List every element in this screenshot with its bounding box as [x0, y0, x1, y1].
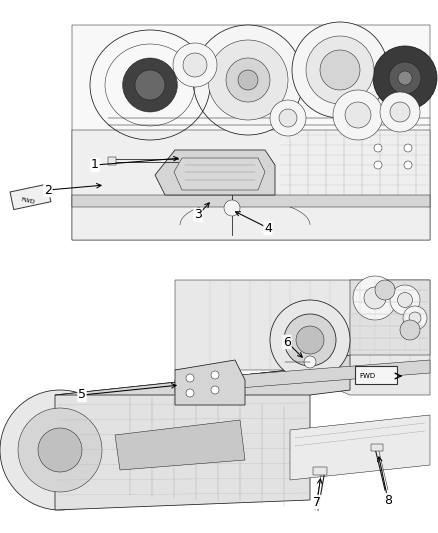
Polygon shape [350, 280, 430, 355]
Polygon shape [155, 150, 275, 195]
Circle shape [373, 46, 437, 110]
Polygon shape [175, 280, 430, 395]
Bar [38, 22, 433, 242]
Circle shape [404, 144, 412, 152]
Text: 8: 8 [384, 494, 392, 506]
Text: 3: 3 [194, 208, 202, 222]
Bar [108, 157, 116, 165]
Circle shape [296, 326, 324, 354]
Circle shape [279, 109, 297, 127]
Circle shape [380, 92, 420, 132]
Circle shape [18, 408, 102, 492]
Circle shape [398, 71, 412, 85]
Polygon shape [55, 355, 350, 395]
Circle shape [183, 53, 207, 77]
Bar [355, 366, 397, 384]
Polygon shape [115, 420, 245, 470]
Bar [72, 195, 430, 207]
Circle shape [389, 62, 421, 94]
Circle shape [390, 102, 410, 122]
Circle shape [390, 285, 420, 315]
Circle shape [123, 58, 177, 112]
Circle shape [238, 70, 258, 90]
Circle shape [208, 40, 288, 120]
Circle shape [375, 280, 395, 300]
Bar [0, 272, 438, 527]
Circle shape [409, 312, 421, 324]
Polygon shape [72, 25, 430, 240]
Bar [313, 467, 327, 475]
Text: FWD: FWD [20, 197, 35, 205]
Bar [10, 184, 51, 209]
Circle shape [0, 390, 120, 510]
Circle shape [224, 200, 240, 216]
Circle shape [292, 22, 388, 118]
Text: 2: 2 [44, 183, 52, 197]
Circle shape [306, 36, 374, 104]
Circle shape [304, 356, 316, 368]
Polygon shape [55, 370, 310, 510]
Circle shape [211, 386, 219, 394]
Circle shape [345, 102, 371, 128]
Circle shape [211, 371, 219, 379]
Circle shape [364, 287, 386, 309]
Text: 5: 5 [78, 389, 86, 401]
Circle shape [400, 320, 420, 340]
Text: 6: 6 [283, 335, 291, 349]
Polygon shape [290, 415, 430, 480]
Circle shape [320, 50, 360, 90]
Polygon shape [175, 360, 245, 405]
Circle shape [333, 90, 383, 140]
Circle shape [374, 144, 382, 152]
Text: 4: 4 [264, 222, 272, 235]
Text: 1: 1 [91, 158, 99, 172]
Circle shape [186, 389, 194, 397]
Polygon shape [174, 158, 265, 190]
Circle shape [173, 43, 217, 87]
Circle shape [186, 374, 194, 382]
Circle shape [374, 161, 382, 169]
Circle shape [353, 276, 397, 320]
Circle shape [38, 428, 82, 472]
Circle shape [193, 25, 303, 135]
Text: FWD: FWD [359, 373, 375, 379]
Bar [371, 444, 383, 451]
Circle shape [270, 300, 350, 380]
Circle shape [135, 70, 165, 100]
Circle shape [270, 100, 306, 136]
Text: 7: 7 [313, 496, 321, 508]
Circle shape [398, 293, 413, 308]
Circle shape [403, 306, 427, 330]
Circle shape [226, 58, 270, 102]
Polygon shape [72, 130, 430, 240]
Circle shape [284, 314, 336, 366]
Polygon shape [175, 360, 430, 393]
Circle shape [404, 161, 412, 169]
